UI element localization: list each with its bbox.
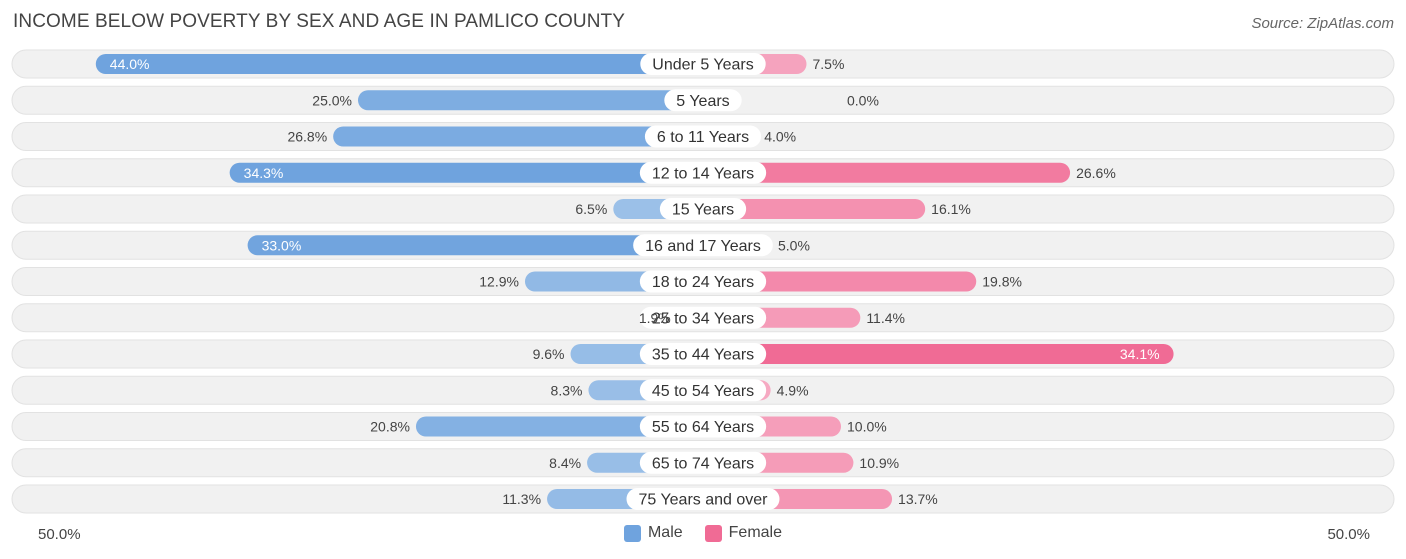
category-label-pill bbox=[639, 451, 767, 474]
male-bar bbox=[333, 126, 713, 147]
category-label: 5 Years bbox=[676, 93, 729, 110]
category-label-pill bbox=[664, 89, 742, 112]
female-value-label: 19.8% bbox=[982, 274, 1022, 290]
female-bar bbox=[693, 162, 1071, 183]
female-value-label: 13.7% bbox=[898, 491, 938, 507]
male-value-label: 8.4% bbox=[549, 455, 581, 471]
category-label: 65 to 74 Years bbox=[652, 455, 754, 472]
category-label-pill bbox=[639, 415, 767, 438]
legend-label-male: Male bbox=[647, 524, 683, 541]
male-bar bbox=[415, 416, 713, 437]
category-label-pill bbox=[639, 270, 767, 293]
category-label-pill bbox=[639, 343, 767, 365]
axis-left-label: 50.0% bbox=[38, 526, 81, 543]
category-label-pill bbox=[640, 53, 766, 75]
category-label: 18 to 24 Years bbox=[652, 274, 754, 291]
category-label-pill bbox=[639, 379, 767, 402]
male-value-label: 33.0% bbox=[262, 237, 302, 253]
female-value-label: 11.4% bbox=[866, 310, 905, 326]
female-value-label: 7.5% bbox=[813, 56, 845, 72]
category-label-pill bbox=[633, 234, 773, 257]
category-label: 16 and 17 Years bbox=[645, 238, 761, 255]
female-value-label: 0.0% bbox=[847, 92, 879, 108]
female-value-label: 16.1% bbox=[931, 201, 971, 217]
male-value-label: 8.3% bbox=[551, 382, 583, 398]
female-value-label: 4.0% bbox=[764, 129, 796, 145]
category-label: 6 to 11 Years bbox=[657, 129, 749, 146]
legend-swatch-male bbox=[623, 524, 641, 542]
female-bar bbox=[693, 344, 1174, 364]
diverging-bar-chart: Under 5 Years 44.0% 7.5% 5 Years 25.0% 0.0% 6 … bbox=[11, 49, 1395, 514]
axis-right-label: 50.0% bbox=[1327, 526, 1370, 543]
source-label: Source: ZipAtlas.com bbox=[1251, 15, 1394, 32]
male-value-label: 12.9% bbox=[479, 274, 519, 290]
male-value-label: 20.8% bbox=[370, 419, 410, 435]
category-label: 55 to 64 Years bbox=[652, 419, 754, 436]
male-value-label: 6.5% bbox=[575, 201, 607, 217]
category-label-pill bbox=[644, 125, 762, 148]
category-label: 25 to 34 Years bbox=[652, 310, 754, 327]
chart-title: INCOME BELOW POVERTY BY SEX AND AGE IN P… bbox=[13, 11, 626, 32]
male-value-label: 25.0% bbox=[312, 92, 352, 108]
male-value-label: 1.9% bbox=[639, 310, 671, 326]
legend: Male Female bbox=[0, 524, 1406, 542]
category-label: Under 5 Years bbox=[652, 57, 753, 74]
female-value-label: 10.0% bbox=[847, 419, 887, 435]
male-value-label: 34.3% bbox=[244, 165, 284, 181]
male-bar bbox=[95, 54, 714, 74]
female-value-label: 26.6% bbox=[1076, 165, 1116, 181]
legend-swatch-female bbox=[704, 524, 722, 542]
female-value-label: 4.9% bbox=[777, 382, 809, 398]
category-label-pill bbox=[639, 306, 767, 329]
female-value-label: 5.0% bbox=[778, 237, 810, 253]
category-label: 35 to 44 Years bbox=[652, 347, 754, 364]
category-label: 75 Years and over bbox=[639, 492, 769, 509]
male-bar bbox=[358, 90, 713, 111]
male-value-label: 26.8% bbox=[287, 129, 327, 145]
male-bar bbox=[247, 235, 713, 256]
category-label-pill bbox=[626, 488, 780, 510]
male-value-label: 11.3% bbox=[502, 491, 541, 507]
male-bar bbox=[229, 162, 713, 183]
male-value-label: 44.0% bbox=[110, 56, 150, 72]
female-value-label: 34.1% bbox=[1120, 346, 1160, 362]
legend-item-male[interactable]: Male bbox=[623, 524, 683, 542]
female-value-label: 10.9% bbox=[859, 455, 899, 471]
male-value-label: 9.6% bbox=[533, 346, 565, 362]
category-label-pill bbox=[639, 161, 767, 184]
category-label: 45 to 54 Years bbox=[652, 383, 754, 400]
category-label: 15 Years bbox=[672, 202, 734, 219]
category-label: 12 to 14 Years bbox=[652, 165, 754, 182]
legend-item-female[interactable]: Female bbox=[704, 524, 783, 542]
category-label-pill bbox=[659, 198, 747, 220]
legend-label-female: Female bbox=[728, 524, 783, 541]
female-bar bbox=[693, 199, 926, 219]
